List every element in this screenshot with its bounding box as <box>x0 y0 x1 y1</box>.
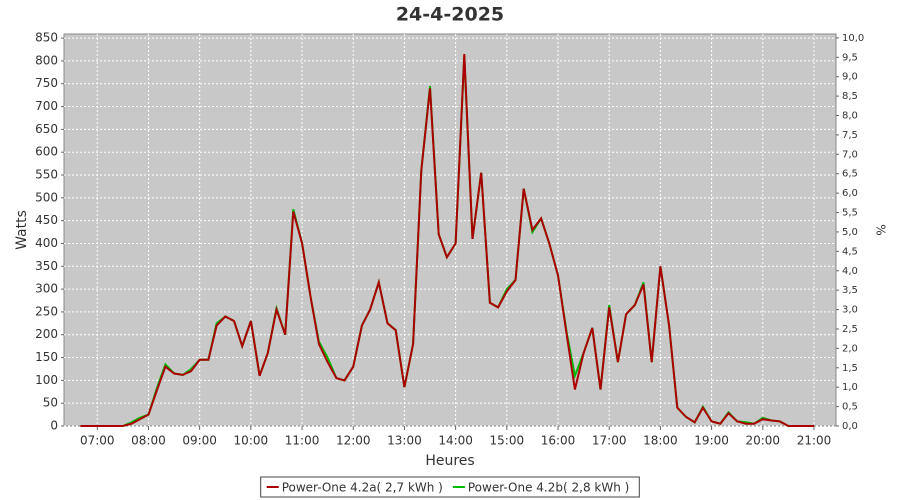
y2-tick-label: 1,0 <box>842 382 858 393</box>
x-tick-label: 14:00 <box>438 434 473 448</box>
y2-tick-label: 4,5 <box>842 246 858 257</box>
x-tick-label: 19:00 <box>694 434 729 448</box>
y-tick-label: 650 <box>35 122 58 136</box>
y2-tick-label: 7,5 <box>842 130 858 141</box>
chart-title: 24-4-2025 <box>396 4 504 26</box>
y-axis-label: Watts <box>14 210 30 250</box>
y-tick-label: 150 <box>35 350 58 364</box>
y-tick-label: 350 <box>35 259 58 273</box>
y-tick-label: 500 <box>35 190 58 204</box>
y-tick-label: 700 <box>35 99 58 113</box>
y2-tick-label: 10,0 <box>842 33 864 44</box>
y2-tick-label: 5,0 <box>842 227 858 238</box>
y-tick-label: 100 <box>35 373 58 387</box>
y2-tick-label: 0,0 <box>842 421 858 432</box>
legend-label: Power-One 4.2b( 2,8 kWh ) <box>468 481 629 495</box>
y2-tick-label: 3,0 <box>842 305 858 316</box>
x-tick-label: 18:00 <box>643 434 678 448</box>
x-tick-label: 08:00 <box>131 434 166 448</box>
y2-tick-label: 1,5 <box>842 363 858 374</box>
y-tick-label: 750 <box>35 76 58 90</box>
y-tick-label: 0 <box>50 419 58 433</box>
legend <box>260 476 640 498</box>
x-tick-label: 07:00 <box>80 434 115 448</box>
x-tick-label: 10:00 <box>234 434 269 448</box>
y-tick-label: 850 <box>35 31 58 45</box>
x-tick-label: 11:00 <box>285 434 320 448</box>
y2-tick-label: 8,0 <box>842 111 858 122</box>
y2-tick-label: 7,0 <box>842 149 858 160</box>
x-axis-label: Heures <box>425 453 474 469</box>
y-tick-label: 600 <box>35 145 58 159</box>
y-tick-label: 400 <box>35 236 58 250</box>
y-tick-label: 550 <box>35 168 58 182</box>
y2-tick-label: 2,5 <box>842 324 858 335</box>
x-tick-label: 13:00 <box>387 434 422 448</box>
y2-tick-label: 2,0 <box>842 343 858 354</box>
plot-area <box>63 33 837 427</box>
x-tick-label: 21:00 <box>797 434 832 448</box>
y-tick-label: 300 <box>35 282 58 296</box>
x-tick-label: 12:00 <box>336 434 371 448</box>
y2-tick-label: 0,5 <box>842 402 858 413</box>
y2-tick-label: 5,5 <box>842 208 858 219</box>
y2-tick-label: 6,0 <box>842 188 858 199</box>
series-line <box>80 54 814 427</box>
x-tick-label: 17:00 <box>592 434 627 448</box>
x-tick-label: 16:00 <box>541 434 576 448</box>
y-tick-label: 50 <box>43 396 58 410</box>
y2-tick-label: 9,5 <box>842 52 858 63</box>
y2-tick-label: 8,5 <box>842 91 858 102</box>
y-tick-label: 800 <box>35 53 58 67</box>
x-tick-label: 09:00 <box>182 434 217 448</box>
x-tick-label: 15:00 <box>490 434 525 448</box>
y-tick-label: 250 <box>35 304 58 318</box>
y-tick-label: 450 <box>35 213 58 227</box>
y2-tick-label: 9,0 <box>842 72 858 83</box>
y2-tick-label: 3,5 <box>842 285 858 296</box>
y2-axis-label: % <box>874 224 888 235</box>
y-tick-label: 200 <box>35 327 58 341</box>
legend-label: Power-One 4.2a( 2,7 kWh ) <box>282 481 443 495</box>
x-tick-label: 20:00 <box>745 434 780 448</box>
y2-tick-label: 4,0 <box>842 266 858 277</box>
y2-tick-label: 6,5 <box>842 169 858 180</box>
